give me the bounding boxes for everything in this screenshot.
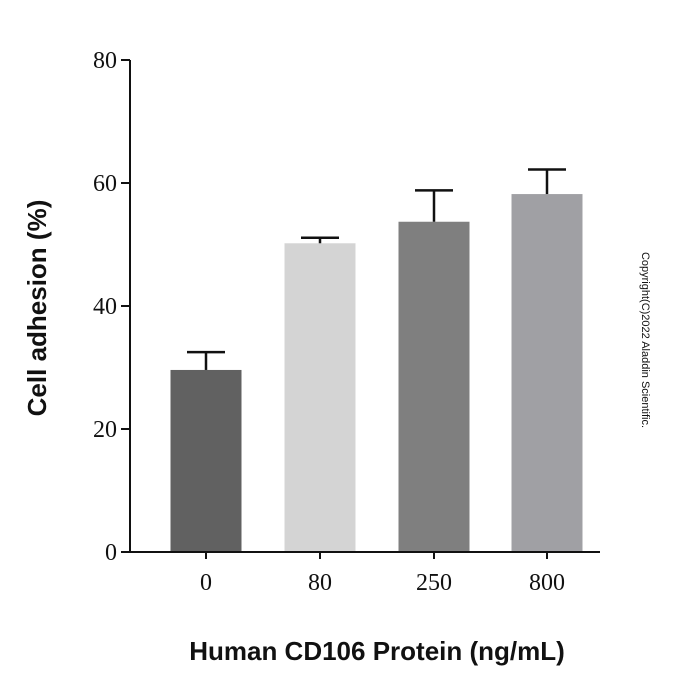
bar-800 xyxy=(511,194,583,552)
y-axis-label: Cell adhesion (%) xyxy=(22,200,52,417)
y-tick-label: 80 xyxy=(93,48,117,74)
x-tick-label: 0 xyxy=(200,570,212,596)
copyright-watermark: Copyright(C)2022 Aladdin Scientific. xyxy=(639,252,651,428)
x-tick-label: 250 xyxy=(416,570,452,596)
y-tick-label: 20 xyxy=(93,417,117,443)
y-tick-label: 40 xyxy=(93,294,117,320)
x-axis-label: Human CD106 Protein (ng/mL) xyxy=(189,636,565,666)
bar-250 xyxy=(398,221,470,552)
x-tick-label: 80 xyxy=(308,570,332,596)
y-tick-label: 0 xyxy=(105,540,117,566)
bar-80 xyxy=(284,243,356,552)
bar-0 xyxy=(170,369,242,552)
x-tick-label: 800 xyxy=(529,570,565,596)
y-tick-label: 60 xyxy=(93,171,117,197)
